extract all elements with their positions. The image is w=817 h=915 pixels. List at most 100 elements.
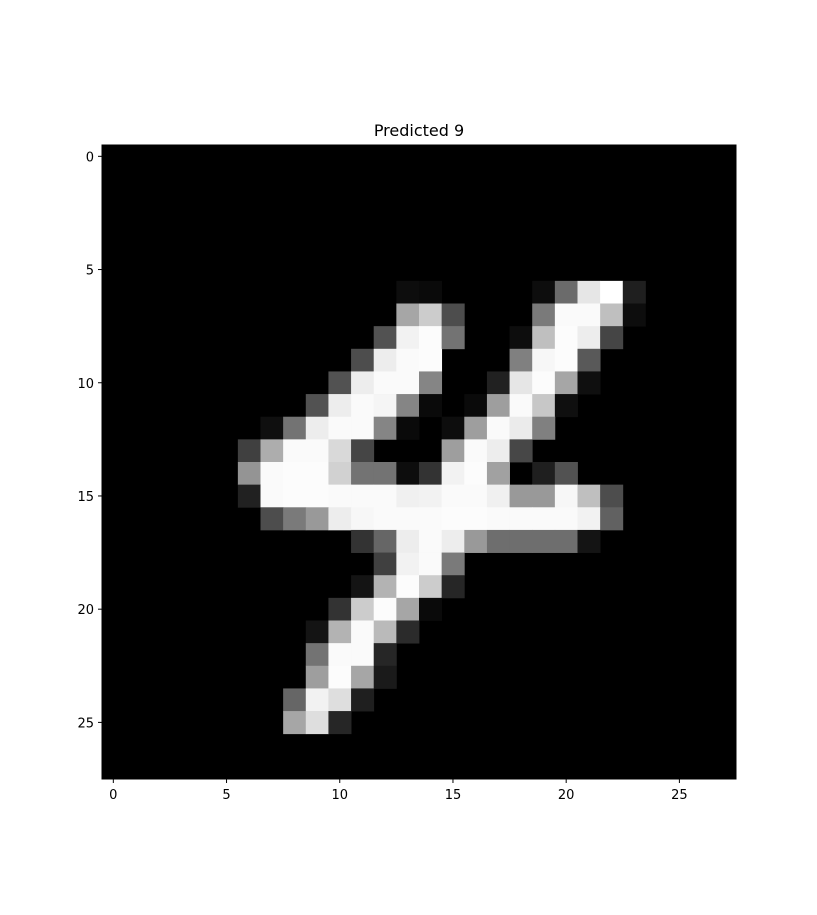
heatmap-cell bbox=[305, 620, 329, 644]
heatmap-cell bbox=[419, 484, 443, 508]
heatmap-cell bbox=[260, 484, 284, 508]
pixel-layer bbox=[237, 280, 646, 735]
heatmap-cell bbox=[464, 394, 488, 418]
heatmap-cell bbox=[441, 439, 465, 463]
heatmap-cell bbox=[260, 439, 284, 463]
heatmap-cell bbox=[283, 507, 307, 531]
heatmap-cell bbox=[532, 484, 556, 508]
heatmap-cell bbox=[351, 688, 375, 712]
heatmap-cell bbox=[464, 462, 488, 486]
heatmap-cell bbox=[260, 507, 284, 531]
heatmap-cell bbox=[486, 529, 510, 553]
x-tick-label: 20 bbox=[558, 788, 575, 803]
heatmap-cell bbox=[328, 688, 352, 712]
heatmap-cell bbox=[486, 507, 510, 531]
heatmap-cell bbox=[373, 552, 397, 576]
heatmap-cell bbox=[600, 280, 624, 304]
heatmap-cell bbox=[396, 326, 420, 350]
heatmap-cell bbox=[577, 348, 601, 372]
x-axis: 0 5 10 15 20 25 bbox=[109, 779, 688, 803]
plot-area bbox=[101, 144, 737, 780]
axes-frame bbox=[101, 144, 737, 780]
heatmap-cell bbox=[396, 462, 420, 486]
heatmap-cell bbox=[441, 529, 465, 553]
heatmap-cell bbox=[486, 416, 510, 440]
heatmap-cell bbox=[600, 507, 624, 531]
heatmap-cell bbox=[396, 280, 420, 304]
heatmap-cell bbox=[237, 462, 261, 486]
chart-title: Predicted 9 bbox=[374, 121, 464, 140]
heatmap-cell bbox=[396, 394, 420, 418]
heatmap-cell bbox=[554, 326, 578, 350]
heatmap-cell bbox=[305, 643, 329, 667]
heatmap-cell bbox=[373, 371, 397, 395]
heatmap-cell bbox=[509, 371, 533, 395]
heatmap-cell bbox=[441, 575, 465, 599]
heatmap-cell bbox=[419, 552, 443, 576]
heatmap-cell bbox=[351, 371, 375, 395]
x-tick-label: 0 bbox=[109, 788, 117, 803]
heatmap-cell bbox=[305, 507, 329, 531]
heatmap-cell bbox=[419, 394, 443, 418]
heatmap-cell bbox=[509, 484, 533, 508]
heatmap-cell bbox=[486, 439, 510, 463]
heatmap-cell bbox=[419, 303, 443, 327]
heatmap-cell bbox=[419, 280, 443, 304]
heatmap-cell bbox=[554, 303, 578, 327]
y-tick-label: 20 bbox=[77, 603, 94, 618]
heatmap-cell bbox=[577, 529, 601, 553]
heatmap-cell bbox=[532, 371, 556, 395]
heatmap-cell bbox=[464, 507, 488, 531]
heatmap-cell bbox=[577, 280, 601, 304]
heatmap-cell bbox=[554, 507, 578, 531]
heatmap-cell bbox=[532, 416, 556, 440]
heatmap-cell bbox=[532, 348, 556, 372]
heatmap-cell bbox=[328, 620, 352, 644]
heatmap-cell bbox=[396, 552, 420, 576]
heatmap-cell bbox=[600, 303, 624, 327]
heatmap-cell bbox=[396, 484, 420, 508]
x-tick-label: 5 bbox=[222, 788, 230, 803]
heatmap-cell bbox=[554, 529, 578, 553]
heatmap-cell bbox=[351, 484, 375, 508]
heatmap-cell bbox=[396, 575, 420, 599]
heatmap-cell bbox=[328, 439, 352, 463]
heatmap-cell bbox=[283, 462, 307, 486]
heatmap-cell bbox=[577, 507, 601, 531]
y-tick-label: 5 bbox=[86, 264, 94, 279]
heatmap-cell bbox=[373, 348, 397, 372]
heatmap-cell bbox=[373, 326, 397, 350]
heatmap-cell bbox=[305, 484, 329, 508]
heatmap-cell bbox=[577, 484, 601, 508]
heatmap-cell bbox=[351, 439, 375, 463]
heatmap-cell bbox=[260, 462, 284, 486]
y-axis: 0 5 10 15 20 25 bbox=[77, 150, 102, 731]
heatmap-cell bbox=[328, 484, 352, 508]
heatmap-cell bbox=[305, 462, 329, 486]
heatmap-cell bbox=[600, 326, 624, 350]
heatmap-cell bbox=[373, 484, 397, 508]
heatmap-cell bbox=[600, 484, 624, 508]
x-tick-label: 25 bbox=[671, 788, 688, 803]
heatmap-cell bbox=[509, 348, 533, 372]
heatmap-cell bbox=[373, 597, 397, 621]
y-tick-label: 25 bbox=[77, 716, 94, 731]
heatmap-cell bbox=[237, 439, 261, 463]
heatmap-cell bbox=[509, 394, 533, 418]
heatmap-cell bbox=[283, 688, 307, 712]
heatmap-cell bbox=[328, 665, 352, 689]
heatmap-cell bbox=[509, 507, 533, 531]
heatmap-cell bbox=[441, 416, 465, 440]
heatmap-cell bbox=[351, 507, 375, 531]
x-tick-label: 15 bbox=[445, 788, 462, 803]
heatmap-cell bbox=[351, 643, 375, 667]
heatmap-cell bbox=[328, 416, 352, 440]
heatmap-cell bbox=[441, 462, 465, 486]
heatmap-cell bbox=[554, 371, 578, 395]
heatmap-cell bbox=[305, 665, 329, 689]
heatmap-cell bbox=[419, 326, 443, 350]
heatmap-cell bbox=[509, 416, 533, 440]
heatmap-cell bbox=[305, 416, 329, 440]
heatmap-cell bbox=[419, 575, 443, 599]
